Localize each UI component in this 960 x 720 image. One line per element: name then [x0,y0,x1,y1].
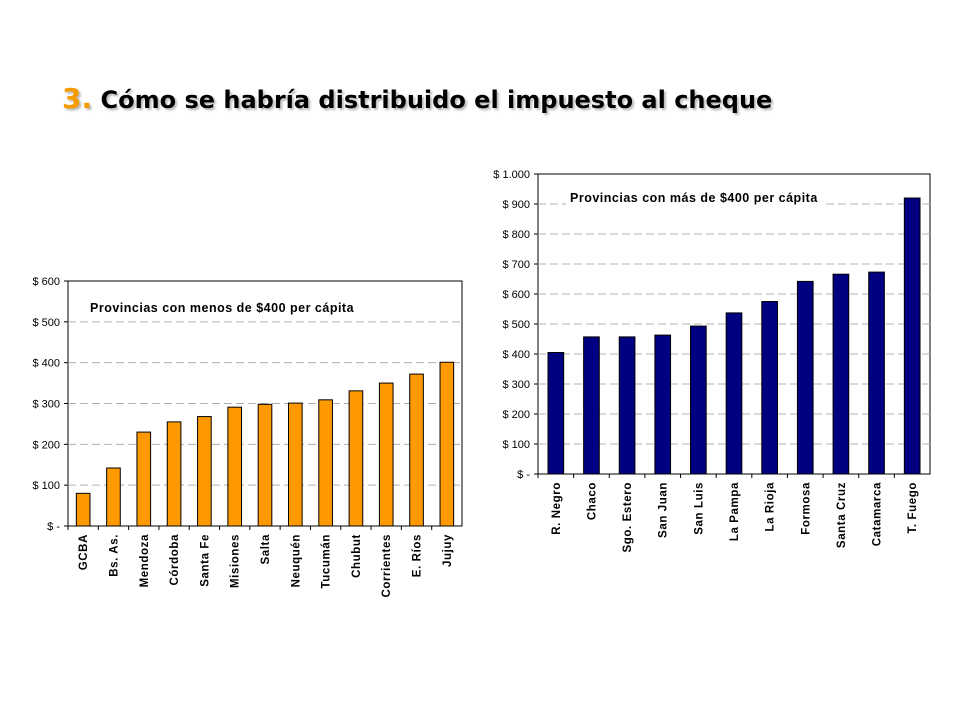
right-chart-title-backdrop [566,189,823,207]
right-bar [618,336,636,475]
left-ytick-label: $ - [47,521,60,533]
right-ytick-label: $ 1.000 [493,169,530,181]
left-ytick-label: $ 100 [32,480,60,492]
left-ytick-label: $ 200 [32,439,60,451]
right-xtick-label: La Pampa [729,482,741,541]
right-ytick-label: $ 500 [502,319,530,331]
slide-title-text: Cómo se habría distribuido el impuesto a… [100,86,773,114]
left-xtick-label: Neuquén [290,534,302,587]
left-ytick-label: $ 300 [32,399,60,411]
left-bar [166,421,182,527]
right-bar [725,312,743,475]
left-xtick-label: Jujuy [442,534,454,567]
left-xtick-label: Chubut [351,534,363,578]
right-bar [832,273,850,475]
left-bar [409,373,424,527]
right-ytick-label: $ 300 [502,379,530,391]
left-bar [197,416,212,527]
right-xtick-label: La Rioja [765,482,777,532]
right-xtick-label: Sgo. Estero [622,482,634,553]
right-xtick-label: Santa Cruz [836,482,848,548]
right-ytick-label: $ 800 [502,229,530,241]
right-bar [654,334,672,475]
right-xtick-label: Catamarca [872,482,884,546]
left-xtick-label: Misiones [230,534,242,588]
left-chart-title: Provincias con menos de $400 per cápita [90,301,355,315]
left-bar [378,382,394,527]
left-ytick-label: $ 400 [32,358,60,370]
left-xtick-label: Bs. As. [108,534,120,577]
right-bar [690,325,707,475]
left-bar [439,361,455,527]
left-xtick-label: E. Ríos [412,534,424,577]
right-xtick-label: Chaco [586,482,598,520]
right-xtick-label: San Juan [658,482,670,538]
left-xtick-label: GCBA [78,534,90,570]
right-xtick-label: R. Negro [551,482,563,535]
right-bar [761,301,778,475]
right-xtick-label: T. Fuego [907,482,919,533]
left-bar [257,403,273,527]
left-xtick-label: Tucumán [321,534,333,588]
right-ytick-label: $ 700 [502,259,530,271]
right-xtick-label: San Luis [693,482,705,535]
slide-title: 3. Cómo se habría distribuido el impuest… [62,82,772,115]
left-xtick-label: Córdoba [169,534,181,585]
left-bar [318,399,333,527]
right-xtick-label: Formosa [800,482,812,535]
left-bar [227,406,243,527]
left-ytick-label: $ 600 [32,276,60,288]
right-bar [903,197,921,475]
right-bar [583,336,600,475]
right-ytick-label: $ 200 [502,409,530,421]
left-ytick-label: $ 500 [32,317,60,329]
right-ytick-label: $ - [517,469,530,481]
left-bar [106,467,121,527]
left-xtick-label: Santa Fe [199,534,211,587]
left-chart-title-backdrop [86,299,359,317]
right-bar [868,271,885,475]
right-ytick-label: $ 400 [502,349,530,361]
right-ytick-label: $ 600 [502,289,530,301]
left-xtick-label: Salta [260,534,272,565]
left-xtick-label: Mendoza [139,534,151,587]
left-bar [136,431,152,527]
right-chart-title: Provincias con más de $400 per cápita [570,191,818,205]
slide-title-number: 3. [62,82,93,115]
right-bar [796,280,814,475]
left-bar [287,402,303,527]
left-bar [75,492,91,527]
left-xtick-label: Corrientes [381,534,393,598]
right-bar [547,352,565,475]
left-bar [348,390,364,527]
right-ytick-label: $ 900 [502,199,530,211]
right-ytick-label: $ 100 [502,439,530,451]
